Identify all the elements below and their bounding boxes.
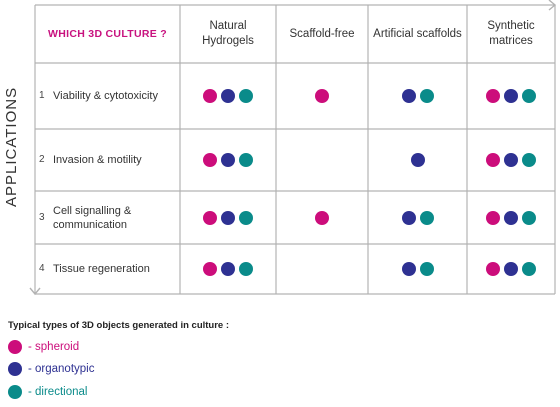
organotypic-dot-icon [410, 153, 425, 167]
applications-axis-label: APPLICATIONS [3, 86, 20, 207]
matrix-cell [467, 129, 555, 191]
legend-item-organotypic: - organotypic [8, 362, 94, 376]
column-header: Artificial scaffolds [373, 27, 462, 40]
row-number: 1 [39, 90, 45, 101]
header-corner-label: WHICH 3D CULTURE ? [48, 28, 167, 40]
row-label-text: Tissue regeneration [53, 263, 150, 275]
matrix-cell [467, 191, 555, 244]
directional-dot-icon [419, 262, 434, 276]
matrix-cell [180, 63, 276, 129]
spheroid-dot-icon [8, 340, 22, 354]
directional-dot-icon [419, 89, 434, 103]
spheroid-dot-icon [486, 210, 500, 225]
spheroid-dot-icon [486, 89, 500, 103]
axis-arrow-right-icon [548, 0, 557, 11]
legend-title: Typical types of 3D objects generated in… [8, 320, 230, 331]
organotypic-dot-icon [504, 210, 518, 225]
column-header: Scaffold-free [289, 27, 355, 40]
organotypic-dot-icon [504, 89, 518, 103]
legend-label: - spheroid [28, 341, 80, 353]
matrix-cell [467, 244, 555, 294]
matrix-cell [276, 244, 368, 294]
row-label: 3 Cell signalling & communication [39, 191, 178, 244]
organotypic-dot-icon [221, 153, 235, 167]
axis-arrow-down-icon [29, 287, 41, 296]
directional-dot-icon [239, 89, 253, 103]
organotypic-dot-icon [221, 210, 235, 225]
matrix-cell [276, 191, 368, 244]
organotypic-dot-icon [221, 262, 235, 276]
directional-dot-icon [522, 89, 536, 103]
matrix-cell [368, 129, 467, 191]
row-label: 1 Viability & cytotoxicity [39, 63, 178, 129]
spheroid-dot-icon [315, 89, 329, 103]
directional-dot-icon [522, 210, 536, 225]
row-label-text: Invasion & motility [53, 154, 142, 166]
matrix-cell [276, 129, 368, 191]
row-label-text: Cell signalling & communication [53, 204, 132, 231]
matrix-cell [180, 191, 276, 244]
matrix-cell [467, 63, 555, 129]
directional-dot-icon [419, 210, 434, 225]
row-label: 4 Tissue regeneration [39, 244, 178, 294]
matrix-cell [368, 244, 467, 294]
organotypic-dot-icon [8, 362, 22, 376]
column-header: Synthetic matrices [487, 20, 535, 47]
matrix-cell [368, 191, 467, 244]
table-grid [29, 0, 557, 296]
legend-item-spheroid: - spheroid [8, 340, 79, 354]
organotypic-dot-icon [504, 262, 518, 276]
organotypic-dot-icon [504, 153, 518, 167]
row-label-text: Viability & cytotoxicity [53, 90, 158, 102]
directional-dot-icon [522, 153, 536, 167]
spheroid-dot-icon [486, 153, 500, 167]
organotypic-dot-icon [401, 210, 416, 225]
matrix-cell [180, 244, 276, 294]
organotypic-dot-icon [401, 89, 416, 103]
spheroid-dot-icon [203, 262, 217, 276]
spheroid-dot-icon [203, 210, 217, 225]
spheroid-dot-icon [315, 210, 329, 225]
matrix-cell [276, 63, 368, 129]
row-label: 2 Invasion & motility [39, 129, 178, 191]
spheroid-dot-icon [486, 262, 500, 276]
legend-label: - organotypic [28, 363, 95, 375]
directional-dot-icon [239, 153, 253, 167]
spheroid-dot-icon [203, 89, 217, 103]
row-number: 2 [39, 154, 45, 165]
directional-dot-icon [239, 262, 253, 276]
legend-item-directional: - directional [8, 385, 87, 399]
row-number: 4 [39, 263, 45, 274]
organotypic-dot-icon [221, 89, 235, 103]
legend-label: - directional [28, 386, 88, 398]
directional-dot-icon [522, 262, 536, 276]
column-header: Natural Hydrogels [202, 20, 254, 47]
organotypic-dot-icon [401, 262, 416, 276]
matrix-cell [180, 129, 276, 191]
directional-dot-icon [239, 210, 253, 225]
matrix-cell [368, 63, 467, 129]
directional-dot-icon [8, 385, 22, 399]
row-number: 3 [39, 211, 45, 223]
spheroid-dot-icon [203, 153, 217, 167]
